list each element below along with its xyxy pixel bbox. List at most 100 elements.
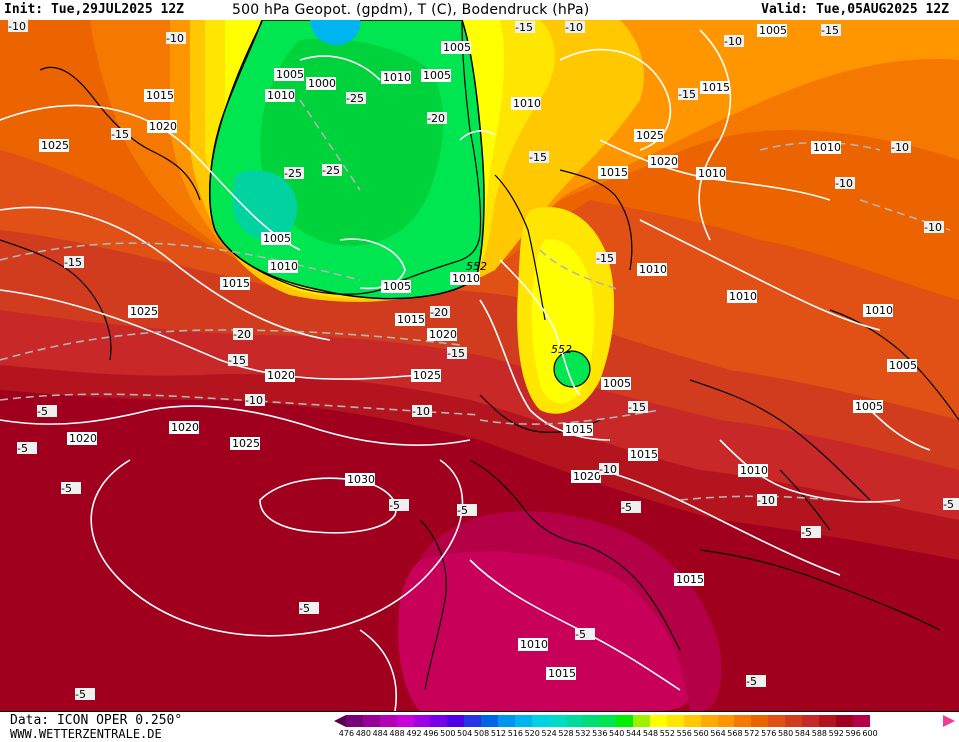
svg-text:1020: 1020	[429, 328, 457, 341]
legend-swatch	[464, 715, 482, 727]
svg-text:1025: 1025	[636, 129, 664, 142]
pressure-label: 1020	[571, 470, 601, 483]
legend-ticks: 476 480 484 488 492 496 500 504 508 512 516 520 524 5…	[339, 728, 887, 740]
svg-text:-5: -5	[457, 504, 468, 517]
svg-text:1010: 1010	[267, 89, 295, 102]
pressure-label: 1015	[546, 667, 576, 680]
legend-tick-label: 540	[609, 729, 625, 738]
pressure-label: 1020	[169, 421, 199, 434]
isotherms	[0, 99, 951, 501]
svg-text:-10: -10	[565, 21, 583, 34]
svg-text:1005: 1005	[443, 41, 471, 54]
svg-text:1025: 1025	[130, 305, 158, 318]
pressure-label: 1000	[306, 77, 336, 90]
svg-text:-5: -5	[17, 442, 28, 455]
geopotential-label-552: 552	[466, 260, 487, 273]
temp-label: -10	[891, 141, 911, 154]
svg-text:1015: 1015	[222, 277, 250, 290]
temp-label: -15	[228, 354, 248, 367]
pressure-label: 1015	[598, 166, 628, 179]
pressure-label: 1020	[265, 369, 295, 382]
legend-tick-label: 556	[676, 729, 692, 738]
legend-swatch	[565, 715, 583, 727]
svg-text:-25: -25	[346, 92, 364, 105]
temp-label: -20	[430, 306, 450, 319]
temp-label: -5	[75, 688, 95, 701]
temp-label: -5	[943, 498, 959, 511]
legend-swatch	[582, 715, 600, 727]
temp-label: -15	[596, 252, 616, 265]
temp-label: -15	[628, 401, 648, 414]
svg-text:1020: 1020	[573, 470, 601, 483]
weather-map: 552 552 1005 1000 1010 1005 1005 1015 10…	[0, 20, 959, 711]
temp-label: -5	[457, 504, 477, 517]
legend-swatch	[633, 715, 651, 727]
svg-text:-15: -15	[678, 88, 696, 101]
legend-tick-label: 492	[406, 729, 422, 738]
legend-swatch	[396, 715, 414, 727]
temp-label: -5	[17, 442, 37, 455]
svg-text:-5: -5	[37, 405, 48, 418]
svg-text:-15: -15	[628, 401, 646, 414]
svg-text:-20: -20	[427, 112, 445, 125]
geopotential-label-552-baltic: 552	[551, 343, 572, 356]
legend-swatch	[548, 715, 566, 727]
svg-text:1005: 1005	[855, 400, 883, 413]
temp-label: -20	[233, 328, 253, 341]
svg-text:-10: -10	[757, 494, 775, 507]
svg-text:-10: -10	[891, 141, 909, 154]
pressure-label: 1010	[738, 464, 768, 477]
pressure-label: 1010	[265, 89, 295, 102]
svg-text:-25: -25	[284, 167, 302, 180]
legend-tick-label: 488	[389, 729, 405, 738]
temp-label: -10	[757, 494, 777, 507]
temp-label: -10	[835, 177, 855, 190]
fill-green-inner	[260, 38, 444, 246]
pressure-label: 1025	[230, 437, 260, 450]
temp-label: -10	[166, 32, 186, 45]
temp-label: -15	[678, 88, 698, 101]
pressure-label: 1010	[696, 167, 726, 180]
pressure-label: 1005	[757, 24, 787, 37]
svg-text:1025: 1025	[413, 369, 441, 382]
svg-text:-15: -15	[529, 151, 547, 164]
pressure-label: 1025	[39, 139, 69, 152]
pressure-label: 1015	[563, 423, 593, 436]
legend-tick-label: 552	[659, 729, 675, 738]
temp-label: -20	[427, 112, 447, 125]
legend-swatch	[734, 715, 752, 727]
pressure-label: 1010	[268, 260, 298, 273]
temp-label: -15	[515, 21, 535, 34]
svg-text:1015: 1015	[565, 423, 593, 436]
svg-text:-5: -5	[75, 688, 86, 701]
temp-label: -10	[412, 405, 432, 418]
legend-tick-label: 532	[575, 729, 591, 738]
pressure-label: 1010	[863, 304, 893, 317]
svg-text:-15: -15	[447, 347, 465, 360]
valid-time: Valid: Tue,05AUG2025 12Z	[761, 2, 949, 17]
svg-text:1020: 1020	[69, 432, 97, 445]
svg-text:-5: -5	[389, 499, 400, 512]
legend-tick-label: 572	[744, 729, 760, 738]
svg-text:1005: 1005	[603, 377, 631, 390]
legend-swatch	[818, 715, 836, 727]
svg-text:1020: 1020	[149, 120, 177, 133]
pressure-label: 1005	[274, 68, 304, 81]
svg-text:1010: 1010	[813, 141, 841, 154]
legend-tick-label: 548	[642, 729, 659, 738]
temp-label: -5	[746, 675, 766, 688]
legend-tick-label: 504	[457, 729, 473, 738]
svg-text:1010: 1010	[740, 464, 768, 477]
pressure-label: 1005	[853, 400, 883, 413]
legend-tick-label: 480	[355, 729, 371, 738]
svg-text:-5: -5	[299, 602, 310, 615]
legend-tick-label: 544	[625, 729, 642, 738]
data-source: Data: ICON OPER 0.250°	[10, 713, 183, 728]
svg-text:1020: 1020	[650, 155, 678, 168]
map-header: Init: Tue,29JUL2025 12Z 500 hPa Geopot. …	[0, 0, 959, 21]
svg-text:1010: 1010	[865, 304, 893, 317]
pressure-label: 1010	[811, 141, 841, 154]
svg-text:-10: -10	[412, 405, 430, 418]
svg-text:1010: 1010	[513, 97, 541, 110]
legend-swatch	[751, 715, 769, 727]
